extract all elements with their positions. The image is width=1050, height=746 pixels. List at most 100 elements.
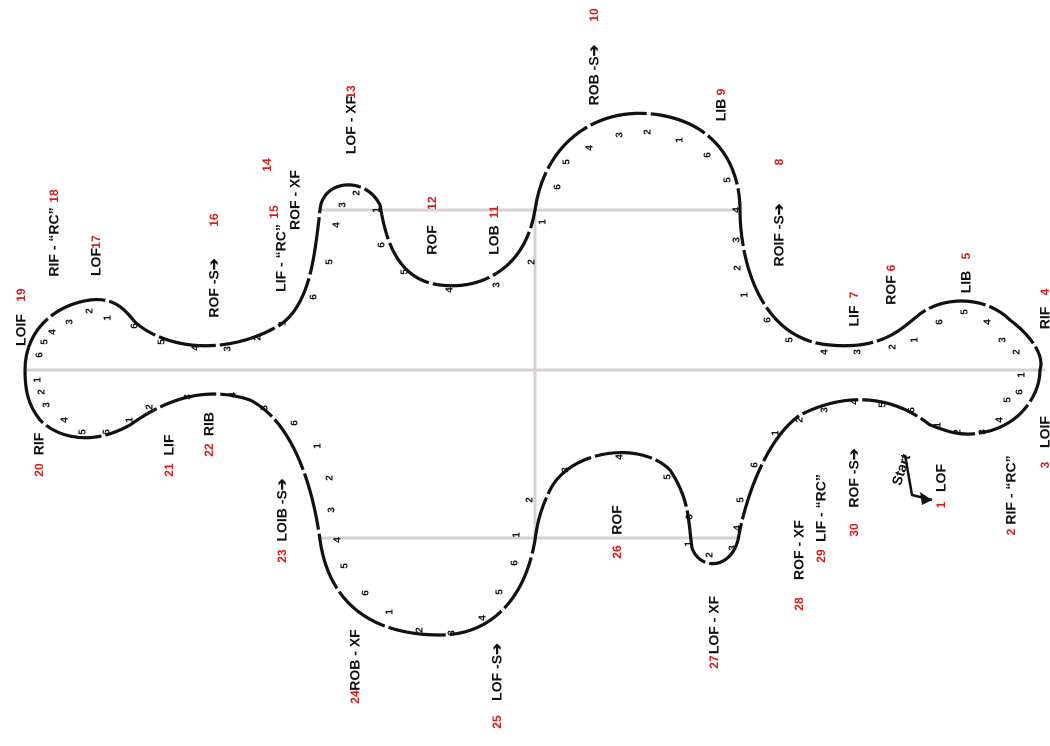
step-number: 4: [1038, 288, 1050, 295]
step-label: LIF - “RC”: [273, 224, 289, 292]
beat-count: 6: [290, 420, 301, 426]
step-label: LIF: [846, 305, 862, 326]
pattern-track: [23, 111, 1043, 637]
start-arrowhead: [920, 492, 932, 505]
step-label: RIF: [1037, 306, 1050, 329]
step-number: 20: [32, 463, 46, 477]
beat-count: 6: [361, 590, 372, 596]
beat-count: 4: [228, 392, 239, 398]
beat-count: 2: [705, 552, 716, 558]
beat-count: 5: [736, 497, 747, 503]
step-number: 2: [1004, 528, 1018, 535]
step-label: ROF -S➔: [846, 448, 862, 507]
beat-count: 1: [1017, 372, 1028, 378]
beat-count: 1: [771, 430, 782, 436]
beat-count: 4: [445, 287, 456, 293]
beat-count: 6: [510, 560, 521, 566]
step-label: LIF: [161, 434, 177, 455]
beat-count: 5: [562, 159, 573, 165]
beat-count: 2: [953, 429, 964, 435]
step-number: 9: [714, 88, 728, 95]
beat-count: 1: [313, 443, 324, 449]
beat-count: 6: [750, 462, 761, 468]
beat-count: 5: [878, 402, 889, 408]
beat-count: 6: [553, 184, 564, 190]
beat-count: 1: [512, 532, 523, 538]
beat-count: 2: [37, 389, 48, 395]
beat-count: 3: [978, 429, 989, 435]
beat-count: 1: [125, 417, 136, 423]
beat-count: 4: [478, 615, 489, 621]
beat-count: 4: [332, 222, 343, 228]
step-number: 24: [348, 690, 362, 704]
beat-count: 2: [415, 627, 426, 633]
beat-count: 2: [352, 190, 363, 196]
beat-count: 3: [615, 132, 626, 138]
beat-count: 4: [995, 417, 1006, 423]
step-number: 18: [47, 189, 61, 203]
beat-count: 6: [130, 323, 141, 329]
beat-count: 3: [998, 337, 1009, 343]
step-number: 5: [959, 252, 973, 259]
step-number: 8: [772, 158, 786, 165]
beat-count: 4: [733, 525, 744, 531]
beat-count: 4: [191, 345, 202, 351]
beat-count: 3: [338, 202, 349, 208]
beat-count: 2: [253, 335, 264, 341]
beat-count: 3: [820, 407, 831, 413]
step-label: LOIF: [1037, 416, 1050, 448]
step-number: 27: [707, 655, 721, 669]
beat-count: 6: [1015, 389, 1026, 395]
beat-count: 4: [732, 207, 743, 213]
step-label: ROB - XF: [347, 629, 363, 691]
beat-count: 1: [103, 315, 114, 321]
step-label: RIF - “RC”: [46, 207, 62, 276]
beat-count: 2: [795, 417, 806, 423]
beat-count: 4: [60, 417, 71, 423]
step-number: 26: [610, 545, 624, 559]
step-number: 30: [847, 523, 861, 537]
beat-count: 6: [377, 242, 388, 248]
beat-count: 4: [48, 329, 59, 335]
step-label: RIF: [31, 432, 47, 455]
beat-count: 1: [372, 207, 383, 213]
beat-count: 1: [740, 292, 751, 298]
beat-count: 5: [785, 337, 796, 343]
step-number: 14: [260, 158, 274, 172]
beat-count: 2: [527, 259, 538, 265]
beat-count: 1: [538, 219, 549, 225]
step-number: 7: [847, 291, 861, 298]
step-number: 12: [425, 196, 439, 210]
step-label: LOIF: [13, 314, 29, 346]
step-label: RIB: [201, 412, 217, 436]
beat-count: 5: [78, 429, 89, 435]
beat-count: 6: [685, 514, 696, 520]
step-number: 11: [487, 205, 501, 218]
beat-count: 2: [325, 475, 336, 481]
step-label: LIF - “RC”: [813, 474, 829, 542]
step-label: ROB -S➔: [586, 44, 602, 105]
beat-count: 6: [35, 352, 46, 358]
step-label: LOF - XF: [706, 595, 722, 654]
beat-count: 6: [309, 294, 320, 300]
beat-count: 6: [763, 317, 774, 323]
beat-count: 4: [615, 454, 626, 460]
beat-count: 3: [853, 349, 864, 355]
beat-count: 5: [1003, 397, 1014, 403]
beat-count: 3: [42, 402, 53, 408]
step-label: LIB: [713, 99, 729, 122]
step-number: 1: [934, 501, 948, 508]
step-number: 21: [162, 463, 176, 477]
beat-count: 3: [728, 545, 739, 551]
beat-count: 1: [385, 609, 396, 615]
beat-count: 5: [495, 589, 506, 595]
step-number: 17: [89, 235, 103, 249]
beat-count: 1: [675, 137, 686, 143]
step-label: LOF: [933, 464, 949, 492]
beat-count: 2: [733, 265, 744, 271]
beat-count: 4: [983, 319, 994, 325]
beat-count: 5: [663, 474, 674, 480]
beat-count: 4: [333, 537, 344, 543]
step-label: LOF -S➔: [489, 643, 505, 701]
